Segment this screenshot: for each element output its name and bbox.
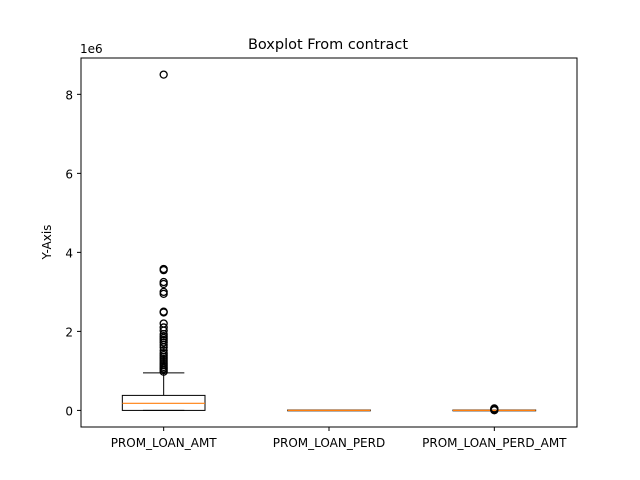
box-1-flier-22 [159,319,168,328]
x-tick-label-3: PROM_LOAN_PERD_AMT [422,436,567,450]
x-tick-label-2: PROM_LOAN_PERD [273,436,385,450]
box-3-flier-6 [490,404,499,413]
chart-title: Boxplot From contract [248,37,408,53]
box-1-flier-24 [159,307,168,316]
box-1-flier-11 [159,348,168,358]
plot-area: 0 2 4 6 8 PROM_LOAN_AMT PROM_LOAN_PERD PROM_LOA… [65,70,567,450]
x-tick-label-1: PROM_LOAN_AMT [111,436,218,450]
y-tick-label-4: 4 [65,246,73,260]
box-1-flier-12 [159,346,168,355]
box-1-flier-15 [159,338,168,347]
y-tick-label-6: 6 [65,167,73,181]
axes-frame [80,57,578,428]
y-offset-label: 1e6 [80,42,103,56]
y-axis-label: Y-Axis [40,225,54,261]
y-tick-label-2: 2 [65,325,73,339]
y-tick-label-0: 0 [65,404,73,418]
box-1-flier-28 [159,277,168,287]
box-1-flier-21 [159,323,168,332]
box-1-flier-31 [159,70,168,79]
y-tick-label-8: 8 [65,88,73,102]
box-1-flier-26 [159,287,168,297]
box-1-flier-30 [159,264,168,274]
